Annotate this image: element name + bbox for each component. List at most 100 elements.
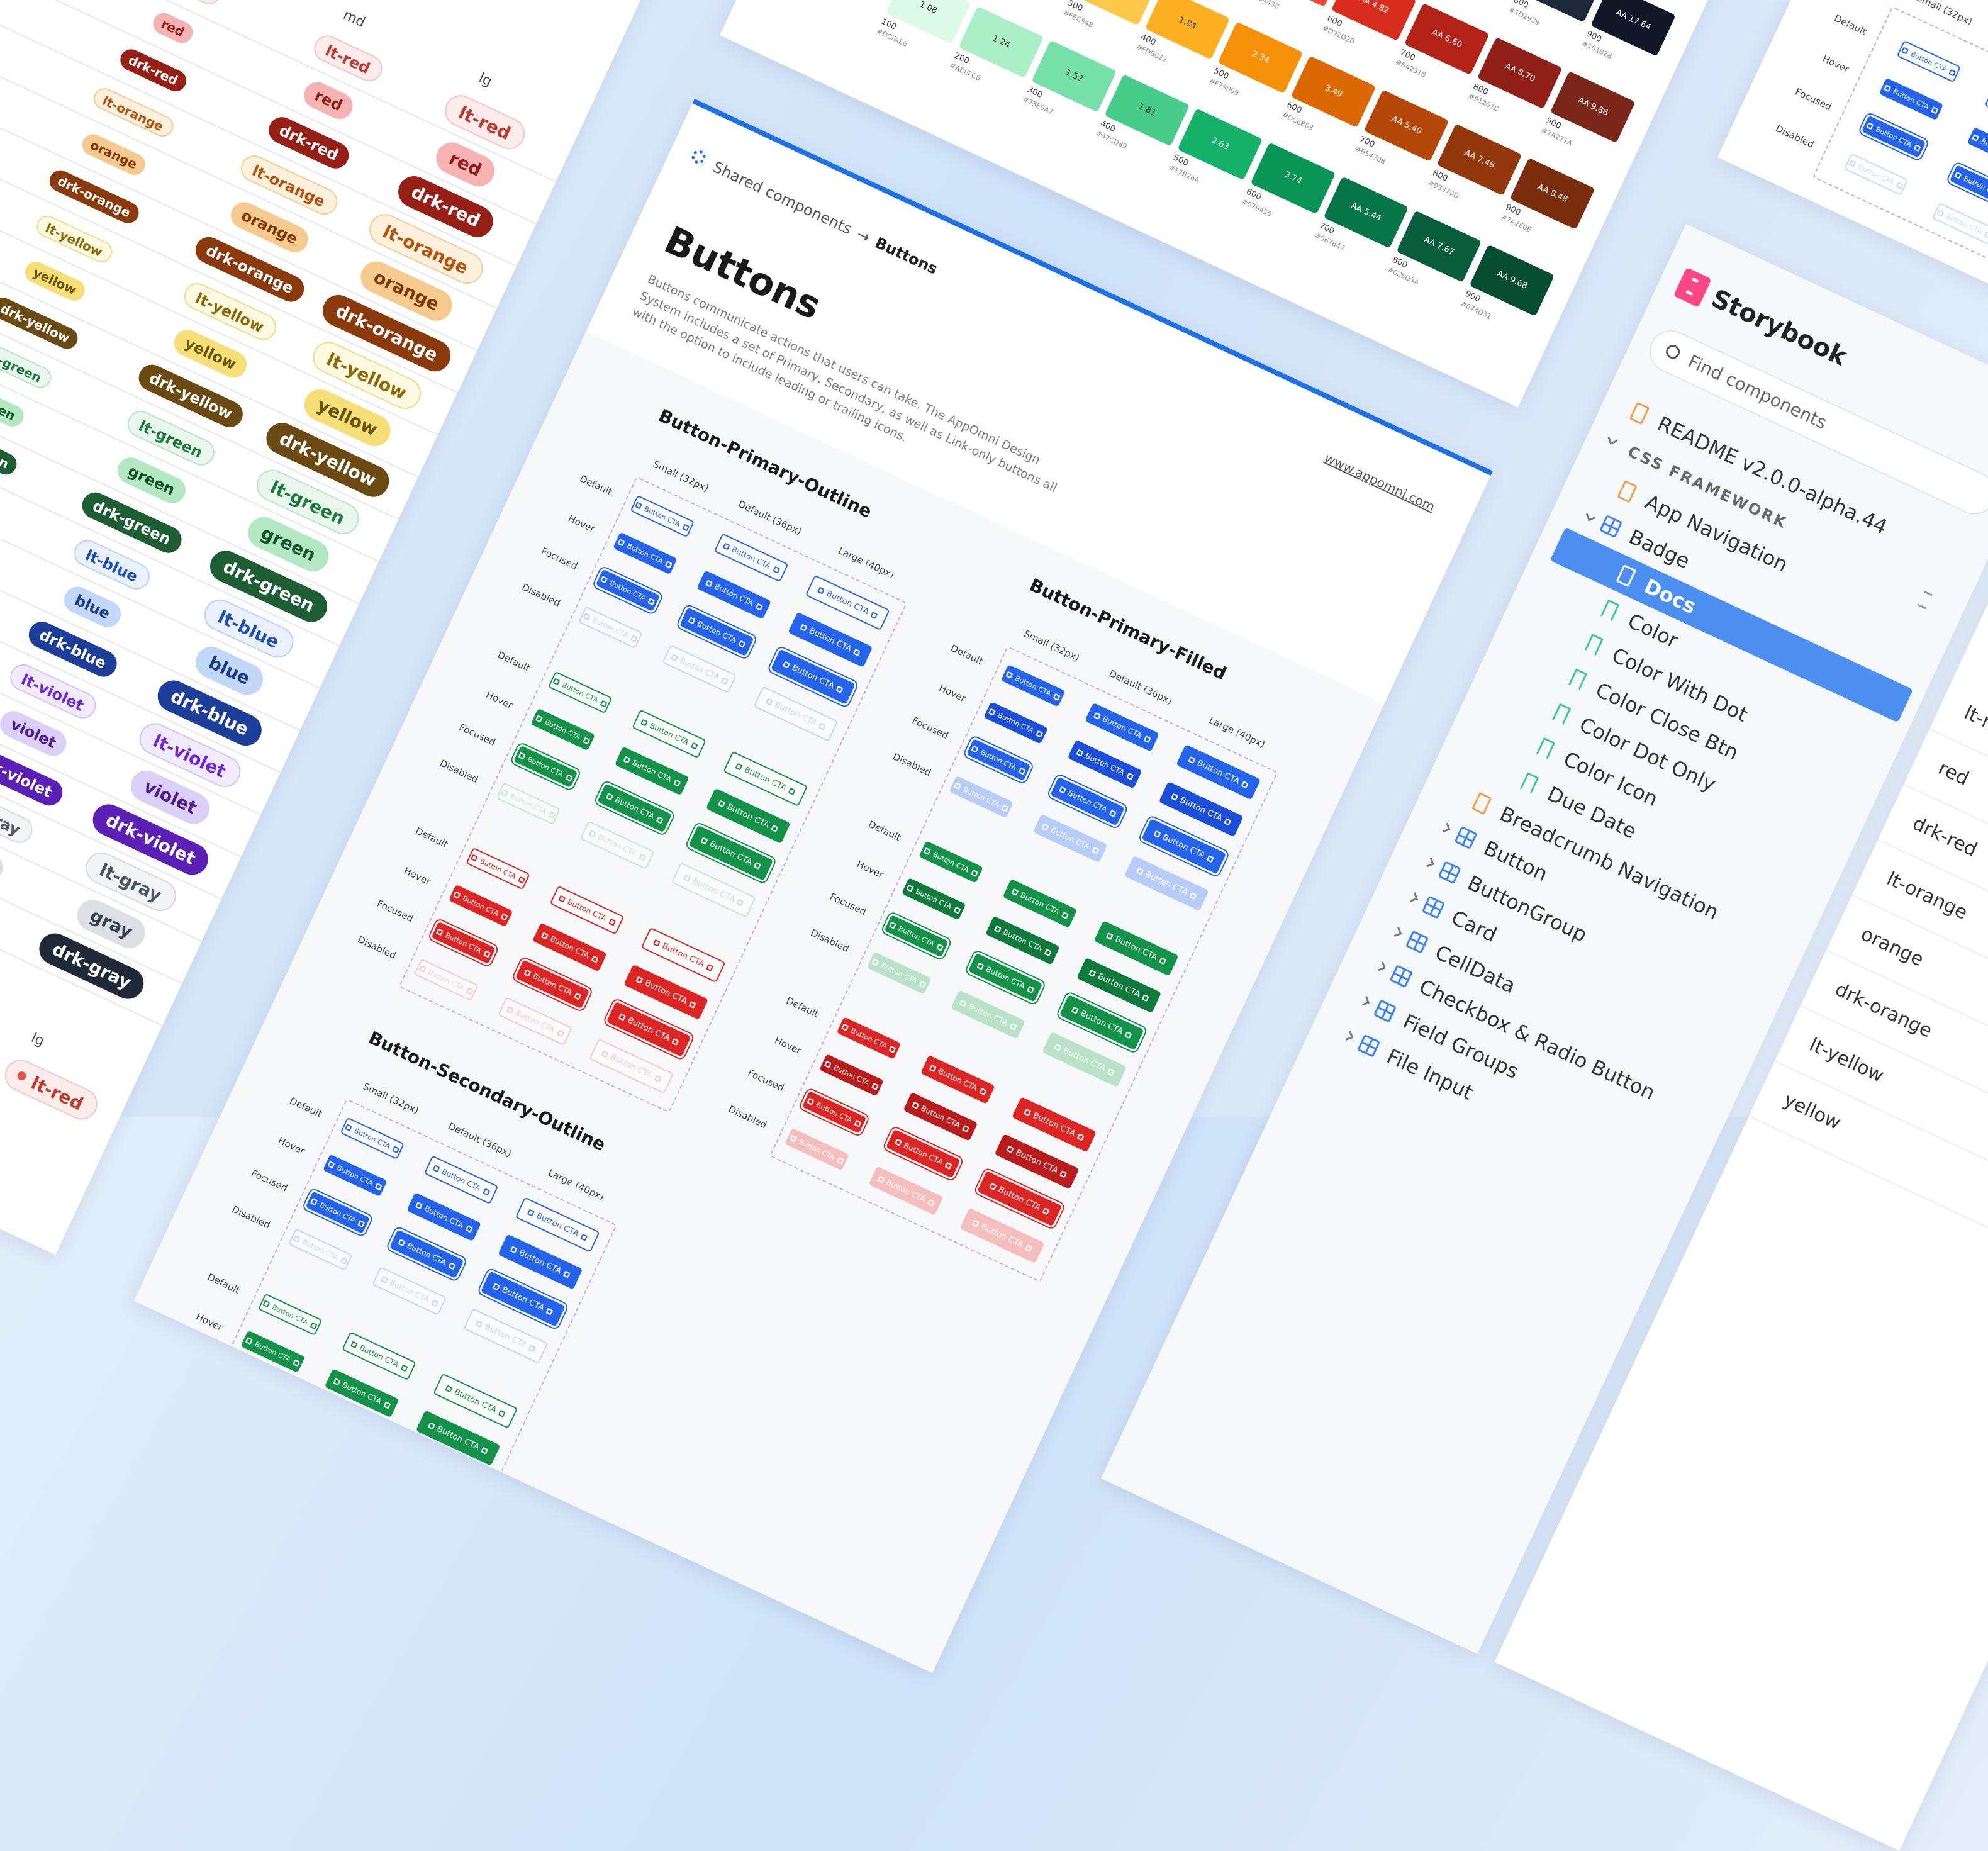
- button-icon: [853, 648, 861, 656]
- button-icon: [410, 1458, 418, 1467]
- chevron[interactable]: [1424, 858, 1434, 868]
- button-icon: [1207, 854, 1215, 863]
- badge: orange: [79, 130, 149, 179]
- button-icon: [1009, 1022, 1017, 1031]
- button-icon: [1042, 1207, 1051, 1215]
- button-icon: [1124, 1031, 1132, 1039]
- button-label: Button CTA: [401, 1498, 447, 1526]
- button-icon: [1901, 47, 1909, 55]
- contrast-label: 2.63: [1210, 135, 1231, 152]
- button-icon: [989, 1182, 997, 1190]
- color-swatch: 1.24: [958, 6, 1044, 79]
- button-icon: [1071, 1006, 1079, 1014]
- button-icon: [415, 1201, 423, 1209]
- button-icon: [464, 1484, 472, 1492]
- button-icon: [310, 1197, 318, 1205]
- button[interactable]: Button CTA: [259, 1507, 335, 1557]
- column-header: lg: [28, 1029, 47, 1050]
- chevron[interactable]: [1343, 1031, 1354, 1041]
- button-icon: [392, 1145, 400, 1153]
- contrast-label: AA 5.44: [1349, 201, 1383, 223]
- button[interactable]: Button CTA: [206, 1404, 271, 1447]
- chevron[interactable]: [1392, 927, 1402, 937]
- collapse-control[interactable]: [1918, 590, 1933, 610]
- color-swatch: 2.63: [1177, 108, 1263, 181]
- button[interactable]: Button CTA: [316, 1623, 401, 1674]
- button-icon: [1936, 209, 1945, 217]
- color-swatch: AA 8.70: [1477, 36, 1563, 109]
- button-icon: [1241, 780, 1249, 788]
- button-label: Button CTA: [137, 1590, 176, 1614]
- button[interactable]: Button CTA: [381, 1484, 466, 1540]
- contrast-label: AA 9.86: [1576, 96, 1610, 118]
- badge: drk-orange: [46, 167, 143, 227]
- button-icon: [250, 1553, 259, 1562]
- search-placeholder: Find components: [1685, 350, 1830, 433]
- contrast-label: 3.74: [1283, 170, 1304, 186]
- button-icon: [971, 745, 979, 753]
- button-icon: [919, 980, 927, 988]
- button-label: Button CTA: [154, 1553, 193, 1577]
- button[interactable]: Button CTA: [158, 1506, 223, 1550]
- button-icon: [1170, 793, 1178, 801]
- button[interactable]: Button CTA: [208, 1619, 282, 1669]
- button[interactable]: Button CTA: [141, 1543, 206, 1587]
- button-label: Button CTA: [353, 1600, 399, 1628]
- chevron[interactable]: [1376, 961, 1386, 971]
- button-label: Button CTA: [236, 1377, 275, 1401]
- button-icon: [416, 1585, 424, 1594]
- button[interactable]: Button CTA: [307, 1406, 382, 1455]
- badge-name: yellow: [1780, 1088, 1845, 1134]
- badge-name: orange: [1857, 923, 1928, 971]
- row-divider: [1774, 1060, 1988, 1251]
- button[interactable]: Button CTA: [242, 1545, 317, 1594]
- button[interactable]: Button CTA: [134, 1580, 189, 1623]
- button-icon: [755, 602, 763, 610]
- contrast-label: AA 5.40: [1390, 114, 1424, 137]
- nav-item[interactable]: Card: [1448, 905, 1501, 948]
- button-icon: [374, 1182, 383, 1190]
- button-icon: [328, 1635, 336, 1643]
- button-icon: [1143, 735, 1151, 743]
- chevron[interactable]: [1440, 823, 1451, 833]
- button-icon: [970, 869, 978, 877]
- button[interactable]: Button CTA: [350, 1549, 436, 1605]
- logo-mark: [1683, 276, 1701, 297]
- button-icon: [528, 1345, 537, 1353]
- button-icon: [993, 925, 1002, 933]
- button-icon: [976, 962, 985, 970]
- button-icon: [398, 1238, 406, 1246]
- button-icon: [944, 1161, 952, 1170]
- button[interactable]: Button CTA: [333, 1586, 419, 1642]
- breadcrumb-link: Shared components: [710, 158, 855, 238]
- chevron[interactable]: [1408, 892, 1418, 902]
- button-icon: [670, 653, 678, 661]
- external-link[interactable]: www.appomni.com: [1322, 450, 1438, 515]
- doc-icon: [1629, 401, 1650, 425]
- chevron[interactable]: [1607, 434, 1618, 445]
- button[interactable]: Button CTA: [176, 1469, 240, 1513]
- button-icon: [971, 1219, 980, 1227]
- button-icon: [1972, 133, 1980, 142]
- button-icon: [765, 697, 773, 705]
- color-swatch: 2.34: [1217, 21, 1304, 94]
- chevron[interactable]: [1360, 996, 1370, 1006]
- button[interactable]: Button CTA: [289, 1442, 365, 1492]
- button-icon: [706, 963, 714, 971]
- button-icon: [506, 1005, 514, 1014]
- button[interactable]: Button CTA: [225, 1582, 300, 1631]
- button[interactable]: Button CTA: [223, 1367, 288, 1410]
- button-icon: [432, 1164, 440, 1172]
- button-icon: [1136, 867, 1144, 875]
- button-icon: [518, 751, 526, 759]
- component-icon: [1357, 1034, 1381, 1058]
- button-icon: [583, 612, 591, 620]
- button-icon: [871, 1082, 879, 1090]
- button-icon: [381, 1660, 389, 1668]
- button-icon: [988, 708, 997, 716]
- badge: drk-yellow: [0, 294, 82, 353]
- button[interactable]: Button CTA: [299, 1660, 384, 1674]
- button-icon: [333, 1377, 341, 1385]
- chevron[interactable]: [1585, 511, 1596, 522]
- badge-name: drk-red: [1909, 812, 1980, 861]
